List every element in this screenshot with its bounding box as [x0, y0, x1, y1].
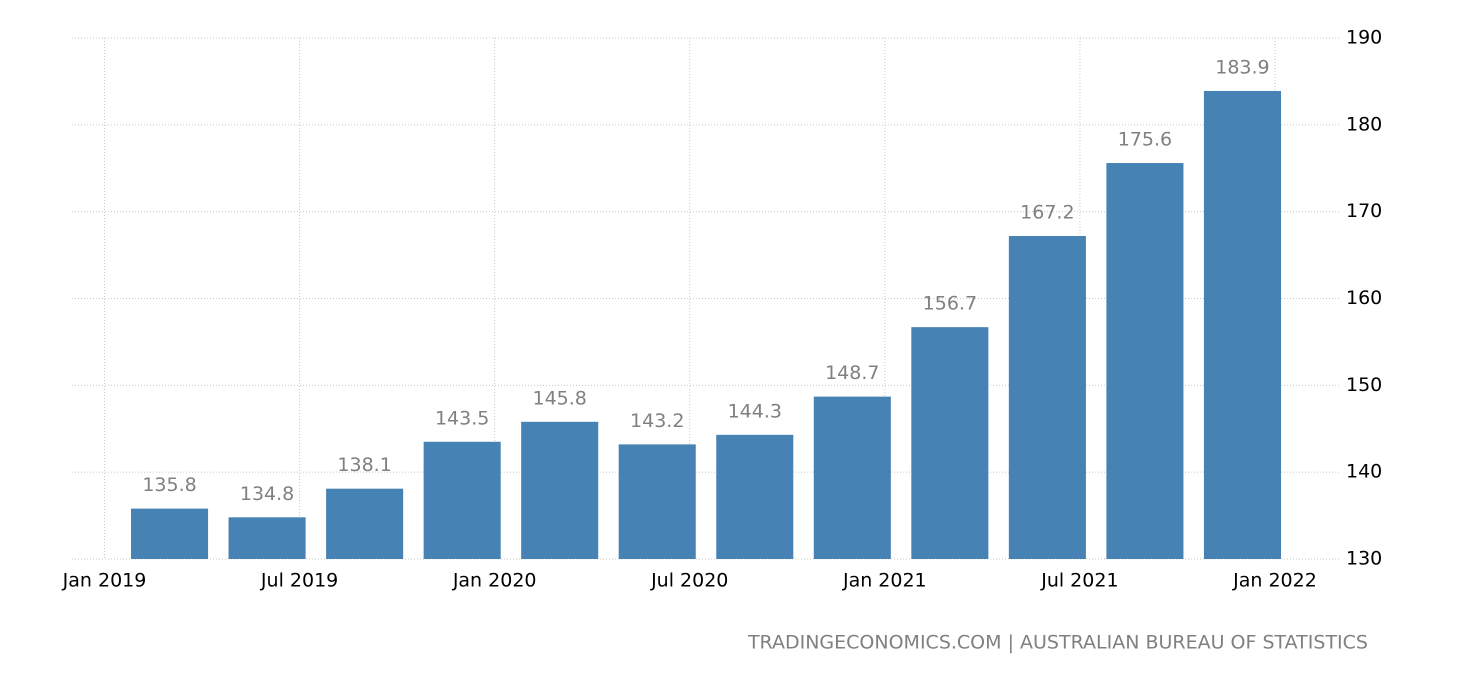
- x-tick-label: Jan 2021: [842, 570, 927, 592]
- value-label: 134.8: [240, 483, 294, 505]
- y-tick-label: 160: [1346, 287, 1382, 309]
- y-tick-label: 170: [1346, 200, 1382, 222]
- bar: [716, 434, 794, 559]
- x-tick-label: Jan 2019: [62, 570, 147, 592]
- y-tick-label: 190: [1346, 27, 1382, 49]
- value-label: 143.2: [630, 410, 684, 432]
- value-label: 156.7: [923, 293, 977, 315]
- bar: [326, 488, 404, 559]
- y-tick-label: 130: [1346, 548, 1382, 570]
- x-tick-label: Jul 2020: [650, 570, 728, 592]
- source: TRADINGECONOMICS.COM | AUSTRALIAN BUREAU…: [747, 632, 1368, 654]
- value-label: 138.1: [337, 454, 391, 476]
- y-tick-label: 140: [1346, 461, 1382, 483]
- value-label: 143.5: [435, 407, 489, 429]
- bar: [131, 508, 209, 559]
- bar: [521, 421, 599, 559]
- bar: [423, 441, 501, 559]
- bar: [1203, 90, 1281, 560]
- value-label: 144.3: [728, 400, 782, 422]
- bar: [911, 327, 989, 559]
- value-label: 167.2: [1020, 201, 1074, 223]
- x-tick-label: Jul 2021: [1040, 570, 1118, 592]
- x-tick-label: Jul 2019: [260, 570, 338, 592]
- bar: [1106, 163, 1184, 560]
- value-label: 135.8: [142, 474, 196, 496]
- y-tick-label: 180: [1346, 113, 1382, 135]
- x-tick-label: Jan 2022: [1232, 570, 1317, 592]
- value-label: 145.8: [532, 387, 586, 409]
- bar: [618, 444, 696, 559]
- value-label: 148.7: [825, 362, 879, 384]
- y-tick-label: 150: [1346, 374, 1382, 396]
- bar: [813, 396, 891, 559]
- bar: [1008, 235, 1086, 560]
- bar: [228, 517, 306, 559]
- value-label: 183.9: [1215, 56, 1269, 78]
- x-tick-label: Jan 2020: [452, 570, 537, 592]
- value-label: 175.6: [1118, 129, 1172, 151]
